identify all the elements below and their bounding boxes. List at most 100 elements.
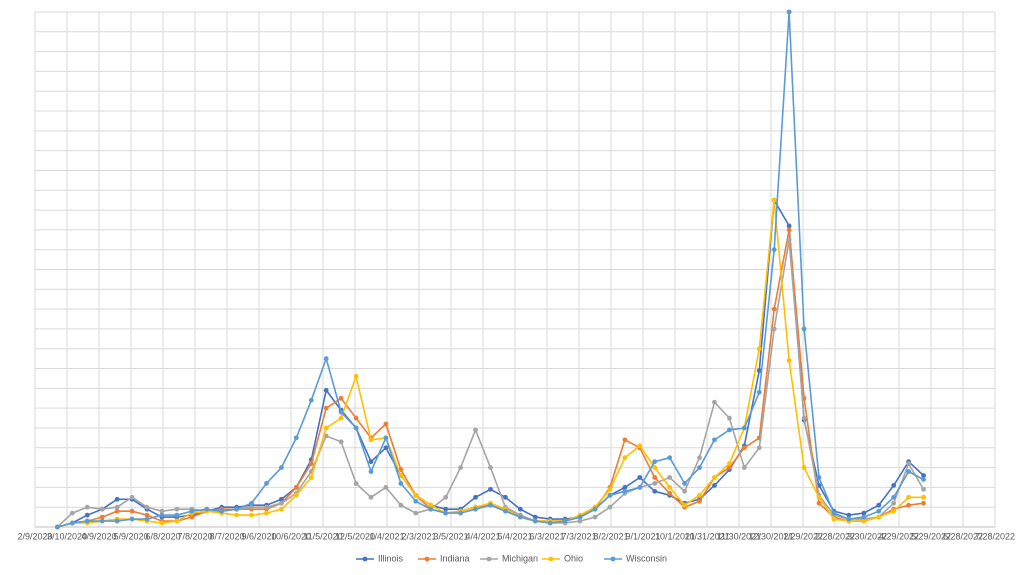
x-tick-label: 4/4/2021 [465, 531, 500, 541]
series-marker [488, 502, 493, 508]
series-marker [114, 504, 120, 510]
series-marker [816, 500, 822, 506]
series-marker [368, 437, 374, 443]
series-marker [816, 475, 822, 480]
series-marker [786, 237, 792, 243]
series-marker [786, 227, 792, 233]
series-marker [921, 500, 926, 506]
series-marker [517, 506, 523, 512]
series-marker [503, 494, 508, 500]
series-marker [219, 508, 225, 514]
series-marker [622, 488, 628, 494]
x-tick-label: 11/30/2021 [717, 531, 761, 541]
series-marker [234, 506, 240, 512]
series-marker [443, 506, 449, 512]
series-marker [189, 514, 195, 520]
series-marker [756, 346, 762, 352]
series-marker [398, 473, 404, 478]
x-tick-label: 12/5/2020 [335, 531, 375, 541]
series-marker [383, 484, 389, 490]
series-marker [771, 306, 777, 312]
series-marker [547, 520, 553, 526]
series-marker [473, 506, 478, 512]
x-tick-label: 2/3/2021 [401, 531, 436, 541]
series-marker [652, 475, 658, 480]
series-marker [637, 475, 643, 480]
series-marker [159, 520, 165, 526]
x-tick-label: 4/29/2022 [879, 531, 919, 541]
series-marker [55, 524, 60, 530]
series-marker [413, 492, 419, 498]
series-marker [532, 518, 538, 524]
series-marker [622, 437, 628, 443]
x-tick-label: 5/29/2022 [911, 531, 951, 541]
series-marker [756, 389, 762, 395]
series-marker [667, 490, 673, 496]
series-marker [129, 516, 135, 522]
series-marker [114, 508, 120, 514]
series-marker [234, 512, 240, 518]
series-marker [607, 504, 613, 510]
series-marker [338, 439, 344, 445]
series-marker [592, 514, 598, 520]
series-marker [876, 508, 882, 514]
series-marker [741, 445, 747, 451]
series-marker [906, 494, 911, 500]
series-marker [906, 502, 911, 508]
series-marker [697, 498, 702, 504]
x-tick-label: 6/28/2022 [943, 531, 983, 541]
series-marker [353, 481, 359, 486]
series-marker [756, 368, 762, 373]
series-marker [383, 445, 389, 451]
series-marker [338, 409, 344, 415]
series-marker [861, 510, 867, 516]
series-marker [921, 477, 926, 482]
series-marker [921, 486, 926, 492]
series-marker [323, 356, 329, 362]
series-marker [443, 494, 449, 500]
series-marker [607, 486, 613, 492]
series-marker [84, 504, 90, 510]
series-marker [891, 500, 897, 506]
series-marker [264, 504, 269, 510]
series-marker [129, 494, 135, 500]
series-marker [338, 395, 344, 401]
series-marker [473, 494, 478, 500]
series-marker [144, 516, 150, 522]
x-tick-label: 6/8/2020 [145, 531, 180, 541]
legend-label: Illinois [378, 553, 404, 563]
series-marker [786, 358, 792, 364]
series-marker [488, 465, 493, 470]
x-tick-label: 7/3/2021 [561, 531, 596, 541]
x-tick-label: 2/9/2020 [17, 531, 52, 541]
series-marker [637, 443, 643, 449]
x-tick-label: 3/10/2020 [47, 531, 87, 541]
series-marker [697, 492, 702, 498]
series-marker [816, 494, 822, 500]
series-marker [353, 415, 359, 421]
series-marker [428, 502, 434, 508]
series-marker [398, 502, 404, 508]
series-marker [771, 326, 777, 332]
x-tick-label: 4/9/2020 [81, 531, 116, 541]
series-marker [383, 435, 389, 441]
series-marker [204, 506, 210, 512]
series-marker [488, 486, 493, 492]
legend-marker [424, 556, 430, 562]
x-tick-label: 10/31/2021 [684, 531, 729, 541]
series-marker [771, 197, 777, 203]
series-marker [906, 461, 911, 467]
series-marker [831, 516, 837, 522]
series-marker [144, 512, 150, 518]
series-marker [249, 512, 254, 518]
series-marker [727, 461, 732, 467]
series-marker [712, 475, 717, 480]
x-tick-label: 2/28/2022 [815, 531, 855, 541]
series-marker [906, 469, 911, 474]
series-marker [293, 484, 299, 490]
series-marker [293, 492, 299, 498]
legend-label: Ohio [564, 553, 583, 563]
series-marker [622, 484, 628, 490]
series-marker [607, 492, 613, 498]
series-marker [756, 445, 762, 451]
